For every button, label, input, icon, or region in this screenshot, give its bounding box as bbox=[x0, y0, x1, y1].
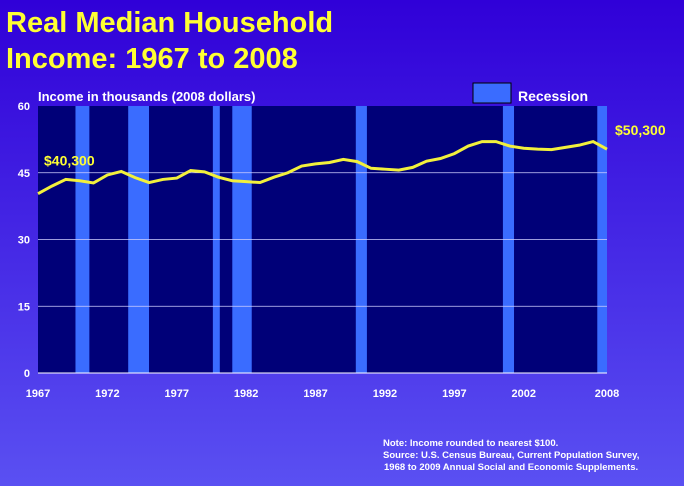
y-tick-label: 0 bbox=[24, 368, 30, 380]
x-tick-label: 2008 bbox=[595, 388, 619, 400]
y-axis-label: Income in thousands (2008 dollars) bbox=[38, 89, 255, 104]
income-line bbox=[37, 140, 608, 195]
y-tick-label: 15 bbox=[18, 301, 30, 313]
x-tick-label: 1977 bbox=[165, 388, 189, 400]
x-tick-label: 1992 bbox=[373, 388, 397, 400]
x-tick-label: 1967 bbox=[26, 388, 50, 400]
x-tick-label: 1997 bbox=[442, 388, 466, 400]
x-tick-label: 1987 bbox=[303, 388, 327, 400]
note: Source: U.S. Census Bureau, Current Popu… bbox=[383, 450, 639, 461]
y-tick-label: 60 bbox=[18, 101, 30, 113]
x-tick-label: 1972 bbox=[95, 388, 119, 400]
note: Note: Income rounded to nearest $100. bbox=[383, 438, 558, 449]
x-tick-label: 1982 bbox=[234, 388, 258, 400]
value-annotation: $40,300 bbox=[44, 153, 95, 169]
title-line: Income: 1967 to 2008 bbox=[6, 43, 298, 75]
legend-swatch bbox=[472, 82, 512, 104]
title-line: Real Median Household bbox=[6, 7, 333, 39]
note: 1968 to 2009 Annual Social and Economic … bbox=[384, 462, 638, 473]
x-tick-label: 2002 bbox=[511, 388, 535, 400]
y-tick-label: 45 bbox=[18, 168, 30, 180]
y-tick-label: 30 bbox=[18, 235, 30, 247]
legend-label: Recession bbox=[518, 88, 588, 104]
value-annotation: $50,300 bbox=[615, 122, 666, 138]
